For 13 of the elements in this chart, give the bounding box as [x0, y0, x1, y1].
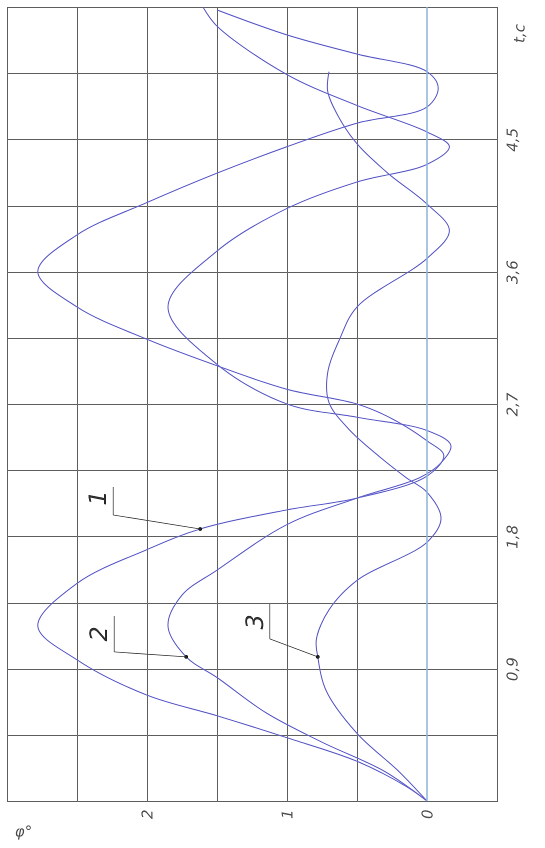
y-tick-label: 0,9 [504, 657, 522, 682]
y-tick-label: 1,8 [504, 524, 522, 549]
x-tick-label: 1 [278, 810, 296, 820]
annotation: 1 [84, 490, 112, 506]
y-tick-label: 4,5 [504, 128, 522, 152]
y-axis-title: t,c [510, 23, 528, 43]
x-tick-label: 0 [418, 810, 436, 820]
x-tick-label: 2 [138, 810, 156, 820]
annotation: 3 [240, 614, 269, 630]
y-tick-label: 3,6 [504, 260, 522, 284]
annotation: 2 [85, 626, 114, 642]
x-axis-title: φ° [14, 822, 32, 840]
y-tick-label: 2,7 [504, 392, 522, 416]
